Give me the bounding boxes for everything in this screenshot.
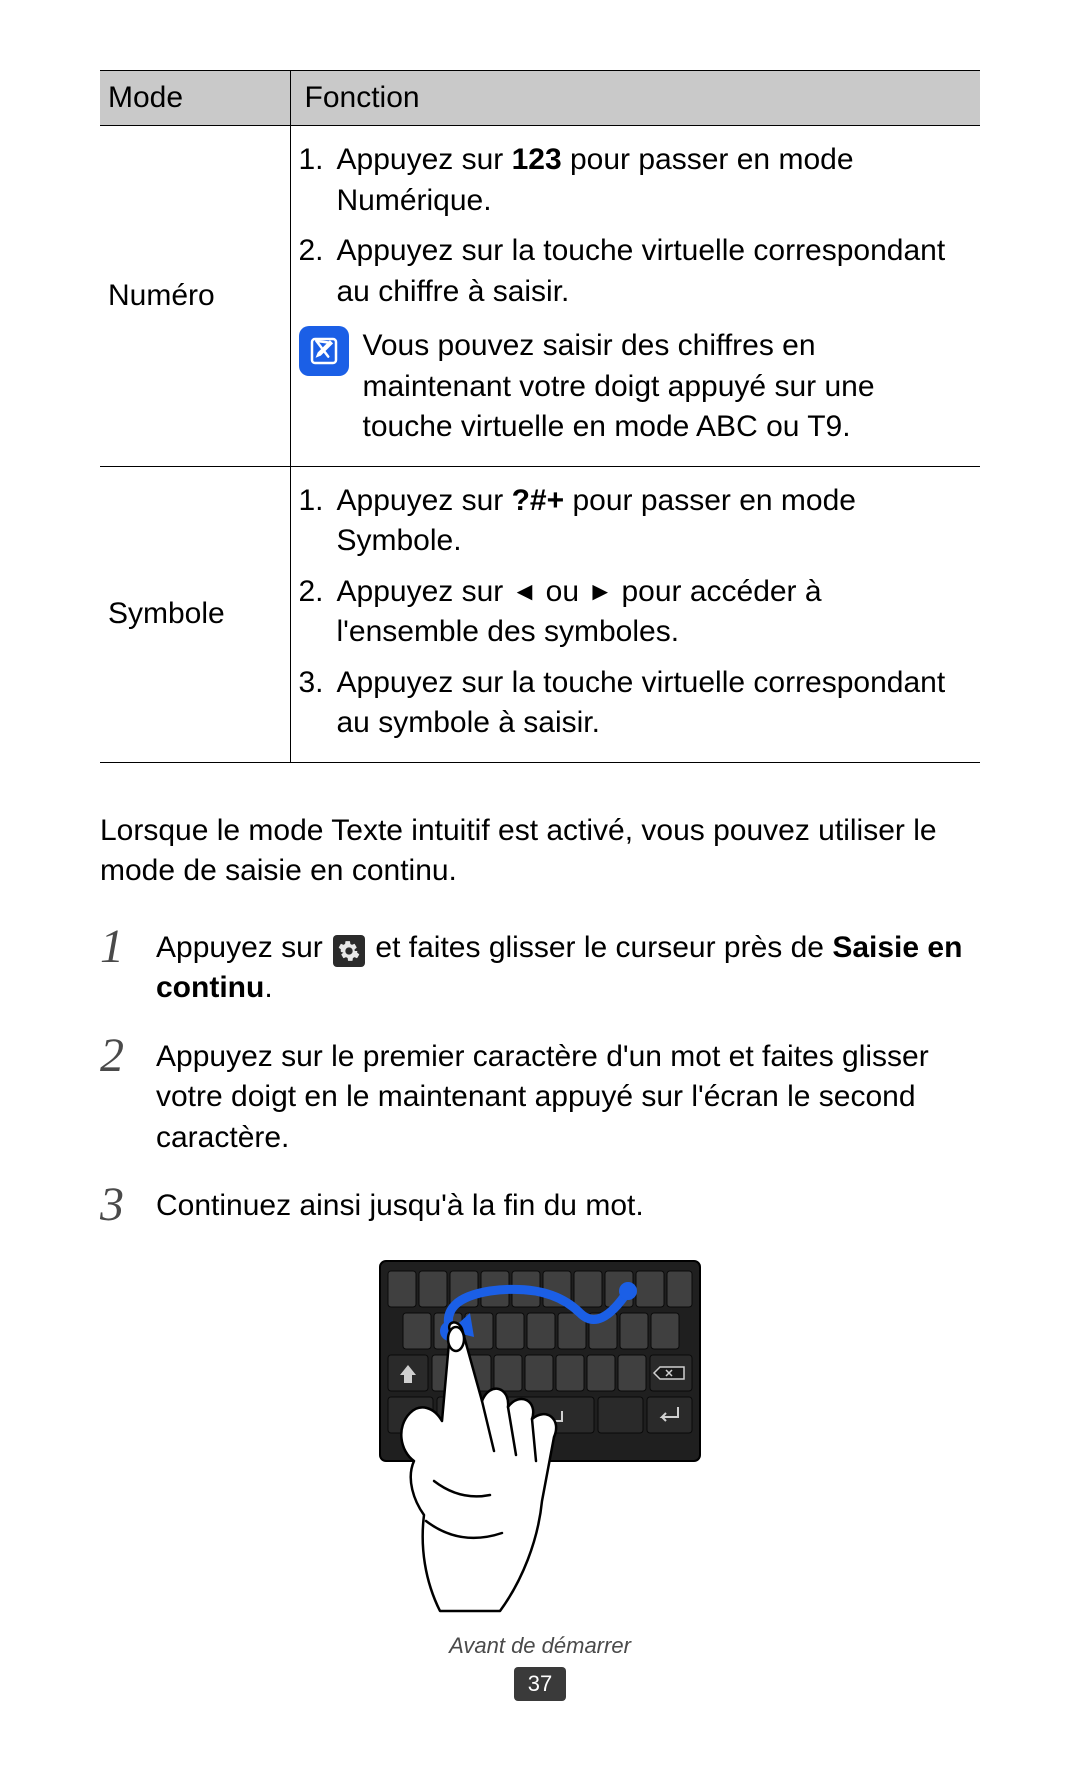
text-fragment: Appuyez sur [337, 484, 512, 517]
table-row: Symbole 1. Appuyez sur ?#+ pour passer e… [100, 466, 980, 762]
header-function: Fonction [290, 71, 980, 126]
header-mode: Mode [100, 71, 290, 126]
gear-icon [333, 935, 365, 967]
triangle-right-icon: ► [587, 576, 613, 606]
list-text: Appuyez sur ?#+ pour passer en mode Symb… [337, 481, 973, 562]
list-text: Appuyez sur 123 pour passer en mode Numé… [337, 140, 973, 221]
list-text: Appuyez sur la touche virtuelle correspo… [337, 231, 973, 312]
step-item: 3 Continuez ainsi jusqu'à la fin du mot. [100, 1180, 980, 1229]
list-number: 3. [299, 663, 337, 744]
text-fragment: Appuyez sur [156, 931, 331, 964]
table-row: Numéro 1. Appuyez sur 123 pour passer en… [100, 126, 980, 467]
text-fragment: . [264, 971, 272, 1004]
mode-function-table: Mode Fonction Numéro 1. Appuyez sur 123 … [100, 70, 980, 763]
keyboard-swipe-figure [100, 1251, 980, 1631]
step-number: 3 [100, 1180, 156, 1229]
page-content: Mode Fonction Numéro 1. Appuyez sur 123 … [0, 0, 1080, 1631]
keyboard-illustration [370, 1251, 710, 1631]
intro-paragraph: Lorsque le mode Texte intuitif est activ… [100, 811, 980, 892]
mode-cell-symbole: Symbole [100, 466, 290, 762]
triangle-left-icon: ◄ [512, 576, 538, 606]
note-row: Vous pouvez saisir des chiffres en maint… [299, 326, 973, 448]
function-cell-symbole: 1. Appuyez sur ?#+ pour passer en mode S… [290, 466, 980, 762]
list-number: 2. [299, 572, 337, 653]
note-text: Vous pouvez saisir des chiffres en maint… [363, 326, 973, 448]
step-item: 1 Appuyez sur et faites glisser le curse… [100, 922, 980, 1009]
page-footer: Avant de démarrer 37 [0, 1633, 1080, 1701]
step-number: 1 [100, 922, 156, 971]
step-text: Appuyez sur et faites glisser le curseur… [156, 922, 980, 1009]
text-fragment: Appuyez sur [337, 143, 512, 176]
step-number: 2 [100, 1031, 156, 1080]
page-number: 37 [514, 1667, 566, 1701]
text-fragment: ou [537, 575, 587, 608]
step-item: 2 Appuyez sur le premier caractère d'un … [100, 1031, 980, 1159]
note-icon [299, 326, 349, 376]
list-number: 1. [299, 481, 337, 562]
footer-section-title: Avant de démarrer [0, 1633, 1080, 1659]
list-text: Appuyez sur la touche virtuelle correspo… [337, 663, 973, 744]
bold-text: 123 [512, 143, 562, 176]
bold-text: ?#+ [512, 484, 565, 517]
text-fragment: et faites glisser le curseur près de [367, 931, 832, 964]
step-text: Continuez ainsi jusqu'à la fin du mot. [156, 1180, 980, 1227]
list-text: Appuyez sur ◄ ou ► pour accéder à l'ense… [337, 572, 973, 653]
text-fragment: Appuyez sur [337, 575, 512, 608]
steps-list: 1 Appuyez sur et faites glisser le curse… [100, 922, 980, 1230]
mode-cell-numero: Numéro [100, 126, 290, 467]
list-number: 1. [299, 140, 337, 221]
step-text: Appuyez sur le premier caractère d'un mo… [156, 1031, 980, 1159]
list-number: 2. [299, 231, 337, 312]
function-cell-numero: 1. Appuyez sur 123 pour passer en mode N… [290, 126, 980, 467]
